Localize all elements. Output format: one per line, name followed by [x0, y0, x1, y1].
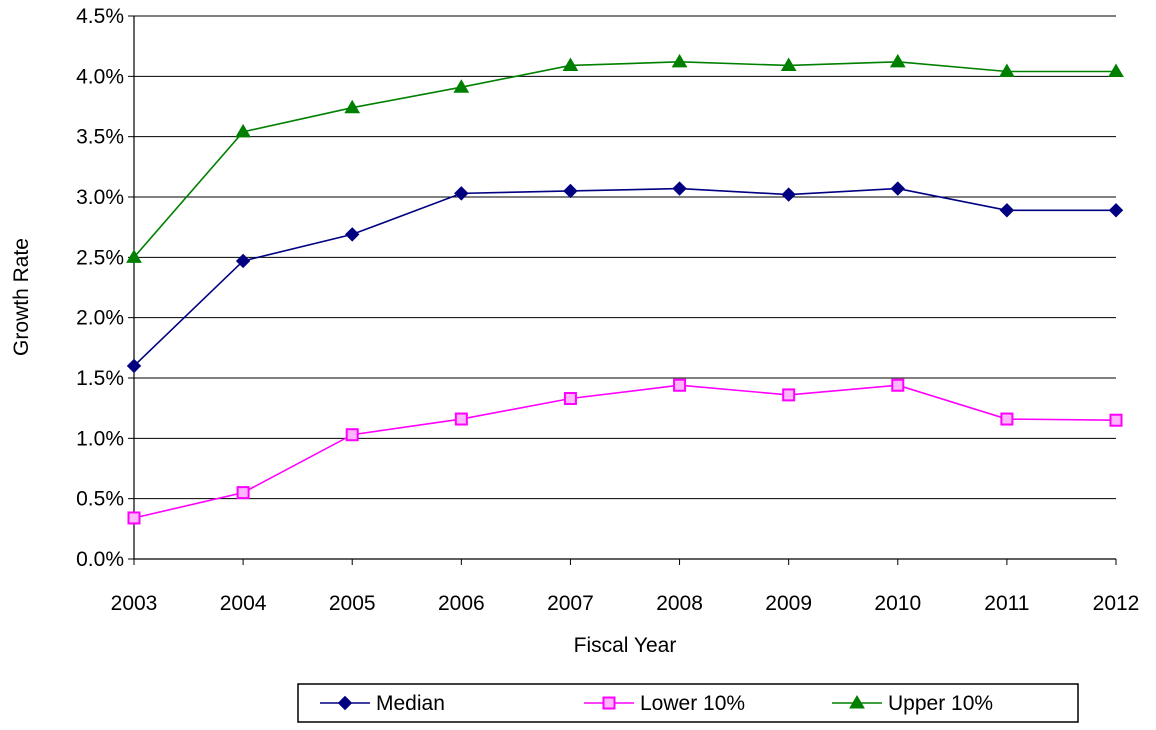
data-point-square: [673, 378, 687, 392]
x-tick-label: 2010: [874, 592, 921, 615]
data-point-square: [127, 511, 141, 525]
x-tick-label: 2011: [984, 592, 1029, 615]
legend-box: [297, 683, 1079, 723]
x-tick-label: 2003: [111, 592, 158, 615]
data-point-diamond: [1108, 203, 1124, 218]
series-line-triangle: [133, 61, 1116, 258]
y-tick-label: 3.5%: [76, 126, 124, 149]
y-tick-label: 1.0%: [76, 427, 124, 450]
data-point-triangle: [999, 63, 1015, 78]
data-point-triangle: [1108, 63, 1124, 78]
y-tick-label: 4.5%: [76, 5, 124, 28]
y-tick-label: 2.0%: [76, 307, 124, 330]
data-point-triangle: [671, 53, 688, 68]
data-point-diamond: [345, 227, 360, 242]
data-point-triangle: [780, 57, 797, 71]
data-point-diamond: [781, 187, 796, 202]
data-point-triangle: [235, 123, 251, 138]
data-point-diamond: [126, 358, 142, 374]
data-point-diamond: [454, 186, 469, 201]
x-tick-label: 2009: [765, 592, 812, 615]
x-tick-label: 2012: [1093, 592, 1140, 615]
legend-item: Lower 10%: [584, 692, 745, 715]
y-axis-label: Growth Rate: [10, 238, 33, 356]
legend-item: Upper 10%: [832, 692, 993, 715]
series-line-diamond: [133, 187, 1116, 367]
legend-label: Median: [376, 692, 445, 715]
y-tick-label: 4.0%: [76, 65, 124, 88]
data-point-diamond: [563, 183, 578, 199]
data-point-square: [1000, 412, 1014, 426]
data-point-diamond: [672, 181, 687, 196]
data-point-square: [454, 412, 468, 426]
series-line-square: [133, 384, 1117, 519]
data-point-triangle: [344, 99, 361, 114]
legend-label: Lower 10%: [640, 692, 745, 715]
legend-item: Median: [320, 692, 445, 715]
legend-marker-square: [602, 696, 616, 710]
data-point-square: [236, 486, 250, 500]
data-point-triangle: [453, 79, 470, 93]
x-tick-label: 2006: [438, 592, 485, 615]
x-tick-label: 2008: [656, 592, 703, 615]
x-tick-labels: 2003 2004 2005 2006 2007 2008 2009 2010 2011 2012: [111, 592, 1140, 615]
data-point-triangle: [562, 57, 579, 71]
data-point-diamond: [235, 253, 251, 269]
gridlines: [134, 15, 1116, 500]
y-tick-label: 0.5%: [76, 488, 124, 511]
y-tick-labels: 0.0% 0.5% 1.0% 1.5% 2.0% 2.5% 3.0% 3.5% 4.0% 4.5%: [76, 5, 124, 571]
legend-marker-diamond: [337, 695, 353, 711]
data-point-square: [563, 392, 577, 406]
legend-marker-triangle: [849, 695, 865, 709]
x-axis-label: Fiscal Year: [574, 634, 677, 657]
data-point-diamond: [999, 203, 1015, 218]
legend-label: Upper 10%: [888, 692, 993, 715]
series-markers: [126, 53, 1124, 525]
y-tick-label: 1.5%: [76, 367, 124, 390]
x-tick-label: 2004: [220, 592, 267, 615]
y-tick-label: 2.5%: [76, 246, 124, 269]
y-tick-label: 3.0%: [76, 186, 124, 209]
x-tick-label: 2007: [547, 592, 594, 615]
y-tick-label: 0.0%: [76, 548, 124, 571]
series-lines: [133, 61, 1117, 519]
legend: Median Lower 10% Upper 10%: [297, 683, 1079, 723]
data-point-triangle: [889, 53, 906, 68]
data-point-square: [782, 388, 796, 402]
data-point-triangle: [126, 249, 142, 263]
data-point-square: [1109, 413, 1123, 427]
data-point-diamond: [890, 181, 905, 196]
data-point-square: [891, 378, 905, 392]
axes: [128, 15, 1117, 565]
x-tick-label: 2005: [329, 592, 376, 615]
data-point-square: [345, 428, 359, 442]
